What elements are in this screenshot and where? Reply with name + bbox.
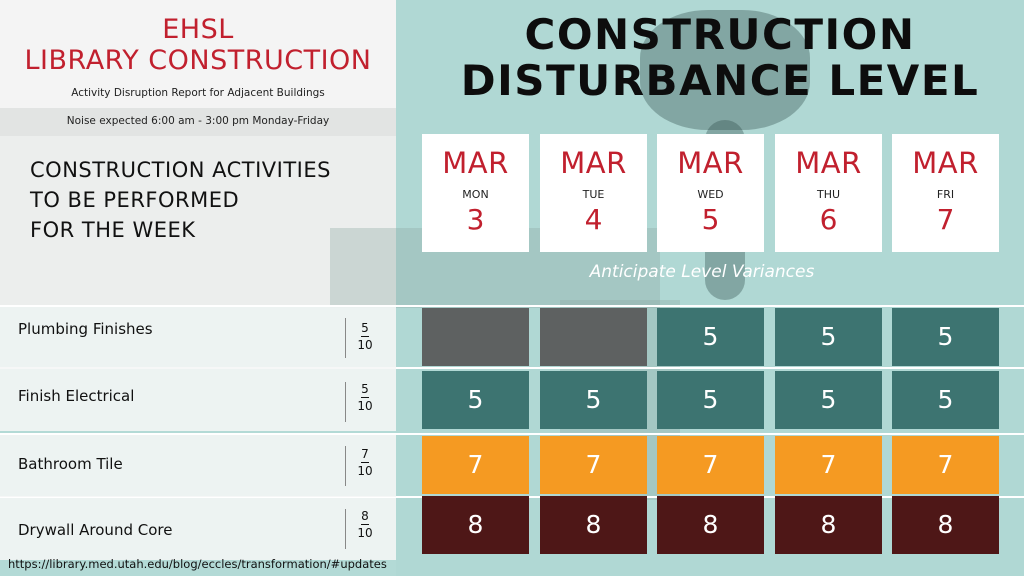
day-weekday: THU xyxy=(816,188,841,201)
activity-level-fraction: 7 10 xyxy=(352,448,378,478)
org-name: EHSL xyxy=(162,14,234,45)
day-date: 4 xyxy=(584,203,603,236)
activity-level-max: 10 xyxy=(357,399,373,413)
row-separator xyxy=(345,382,346,422)
level-cell: 5 xyxy=(775,371,882,429)
variances-label: Anticipate Level Variances xyxy=(589,262,815,282)
activity-level: 5 xyxy=(361,382,369,396)
row-separator xyxy=(345,509,346,549)
activity-level: 7 xyxy=(361,447,369,461)
activity-level-fraction: 5 10 xyxy=(352,383,378,413)
day-date: 5 xyxy=(701,203,720,236)
activity-level-max: 10 xyxy=(357,526,373,540)
day-weekday: MON xyxy=(462,188,489,201)
activity-row-plumbing xyxy=(0,307,396,369)
row-divider xyxy=(0,367,1024,369)
activity-level: 8 xyxy=(361,509,369,523)
project-name: LIBRARY CONSTRUCTION xyxy=(24,45,372,76)
header-subpanel-background xyxy=(0,108,396,136)
activity-row-drywall xyxy=(0,498,396,560)
day-month: MAR xyxy=(677,146,744,180)
page-title-line: DISTURBANCE LEVEL xyxy=(460,56,980,105)
level-cell: 7 xyxy=(892,436,999,494)
level-cell: 5 xyxy=(892,371,999,429)
day-month: MAR xyxy=(560,146,627,180)
level-cell: 5 xyxy=(892,308,999,366)
level-cell: 5 xyxy=(657,371,764,429)
level-cell: 8 xyxy=(422,496,529,554)
activity-name: Bathroom Tile xyxy=(18,455,123,473)
day-month: MAR xyxy=(442,146,509,180)
level-cell: 5 xyxy=(657,308,764,366)
activities-heading-line: CONSTRUCTION ACTIVITIES xyxy=(30,158,331,182)
page-title-line: CONSTRUCTION xyxy=(524,10,916,59)
noise-schedule: Noise expected 6:00 am - 3:00 pm Monday-… xyxy=(66,115,330,127)
level-cell: 7 xyxy=(540,436,647,494)
activities-heading: CONSTRUCTION ACTIVITIES TO BE PERFORMED … xyxy=(30,155,331,245)
updates-link[interactable]: https://library.med.utah.edu/blog/eccles… xyxy=(8,557,387,571)
activity-name: Plumbing Finishes xyxy=(18,320,153,338)
level-cell: 5 xyxy=(540,371,647,429)
level-cell: 8 xyxy=(540,496,647,554)
row-divider xyxy=(0,305,1024,307)
header-panel-background xyxy=(0,0,396,108)
day-month: MAR xyxy=(912,146,979,180)
level-cell: 8 xyxy=(775,496,882,554)
day-card-mon: MAR MON 3 xyxy=(422,134,529,252)
level-cell: 8 xyxy=(657,496,764,554)
activities-heading-line: FOR THE WEEK xyxy=(30,218,196,242)
activity-level-fraction: 5 10 xyxy=(352,322,378,352)
level-cell: 7 xyxy=(422,436,529,494)
day-weekday: TUE xyxy=(582,188,605,201)
activity-name: Finish Electrical xyxy=(18,387,135,405)
level-cell: 8 xyxy=(892,496,999,554)
activities-heading-line: TO BE PERFORMED xyxy=(30,188,240,212)
page-title: CONSTRUCTION DISTURBANCE LEVEL xyxy=(440,12,1000,104)
activity-row-tile xyxy=(0,435,396,497)
day-weekday: FRI xyxy=(936,188,955,201)
activity-level-max: 10 xyxy=(357,338,373,352)
row-separator xyxy=(345,318,346,358)
level-cell xyxy=(422,308,529,366)
report-subtitle: Activity Disruption Report for Adjacent … xyxy=(71,87,325,99)
day-card-fri: MAR FRI 7 xyxy=(892,134,999,252)
activity-level: 5 xyxy=(361,321,369,335)
level-cell xyxy=(540,308,647,366)
day-month: MAR xyxy=(795,146,862,180)
day-date: 6 xyxy=(819,203,838,236)
activity-row-electrical xyxy=(0,369,396,431)
level-cell: 7 xyxy=(775,436,882,494)
level-cell: 7 xyxy=(657,436,764,494)
row-separator xyxy=(345,446,346,486)
row-divider xyxy=(0,433,1024,435)
level-cell: 5 xyxy=(422,371,529,429)
day-card-thu: MAR THU 6 xyxy=(775,134,882,252)
level-cell: 5 xyxy=(775,308,882,366)
day-date: 7 xyxy=(936,203,955,236)
day-weekday: WED xyxy=(697,188,724,201)
activity-name: Drywall Around Core xyxy=(18,521,173,539)
activity-level-max: 10 xyxy=(357,464,373,478)
day-card-wed: MAR WED 5 xyxy=(657,134,764,252)
activity-level-fraction: 8 10 xyxy=(352,510,378,540)
day-card-tue: MAR TUE 4 xyxy=(540,134,647,252)
day-date: 3 xyxy=(466,203,485,236)
sculpture-photo-shape xyxy=(640,10,810,130)
